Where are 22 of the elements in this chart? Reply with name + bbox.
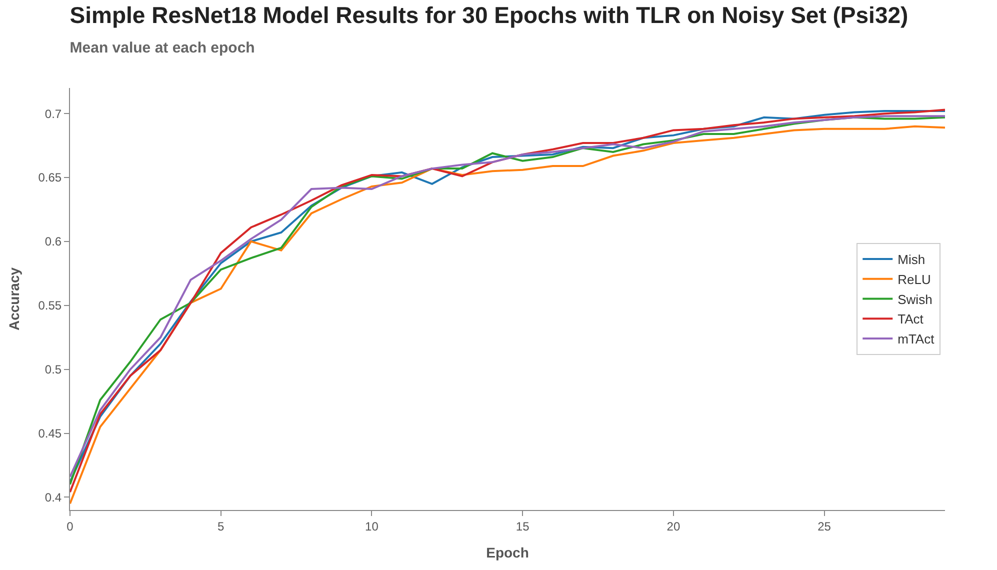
chart-subtitle: Mean value at each epoch [70, 40, 255, 57]
x-axis-title: Epoch [486, 544, 529, 561]
y-tick-label: 0.55 [38, 298, 62, 313]
legend-label: Swish [898, 292, 932, 307]
y-tick-label: 0.5 [44, 362, 62, 377]
legend-label: mTAct [898, 332, 935, 347]
y-tick-label: 0.6 [44, 234, 62, 249]
x-tick-label: 25 [818, 519, 832, 534]
x-tick-label: 20 [666, 519, 680, 534]
x-tick-label: 0 [66, 519, 74, 534]
legend-label: TAct [898, 312, 924, 327]
x-tick-label: 5 [218, 519, 225, 534]
y-tick-label: 0.4 [44, 490, 62, 504]
x-tick-label: 10 [365, 519, 379, 534]
legend-label: ReLU [898, 272, 931, 287]
y-tick-label: 0.7 [44, 106, 62, 121]
y-tick-label: 0.45 [38, 426, 62, 440]
chart-title: Simple ResNet18 Model Results for 30 Epochs with TLR on Noisy Set (Psi32) [70, 2, 908, 28]
y-tick-label: 0.65 [38, 170, 62, 185]
legend-label: Mish [898, 252, 926, 268]
y-axis-title: Accuracy [6, 267, 22, 331]
x-tick-label: 15 [516, 519, 530, 534]
